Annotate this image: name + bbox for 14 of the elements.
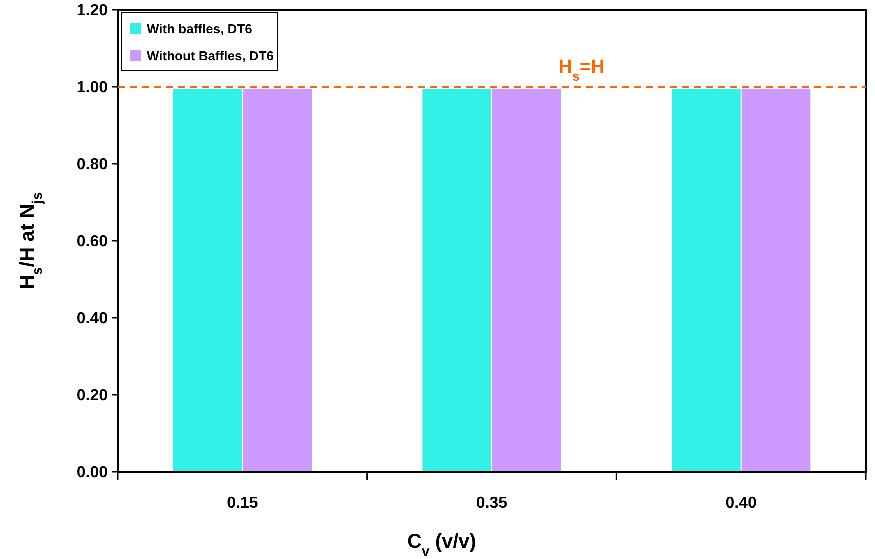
- x-tick-label: 0.15: [227, 495, 258, 512]
- y-tick-label: 0.60: [76, 234, 108, 251]
- legend-label: Without Baffles, DT6: [147, 48, 274, 64]
- y-tick-label: 0.80: [76, 156, 108, 174]
- x-axis-title: C$_{v}$ (v/v): [408, 531, 476, 559]
- y-tick-label: 1.00: [76, 80, 108, 97]
- legend-label: With baffles, DT6: [147, 22, 252, 37]
- x-tick-label: 0.35: [476, 495, 508, 512]
- ref-line-label: H$_{s}$=H: [558, 57, 605, 84]
- y-tick-label: 0.20: [76, 388, 108, 405]
- y-tick-label: 0.40: [76, 310, 108, 328]
- x-tick-label: 0.40: [726, 495, 758, 512]
- y-tick-label: 0.00: [76, 464, 108, 482]
- y-tick-label: 1.20: [76, 2, 108, 20]
